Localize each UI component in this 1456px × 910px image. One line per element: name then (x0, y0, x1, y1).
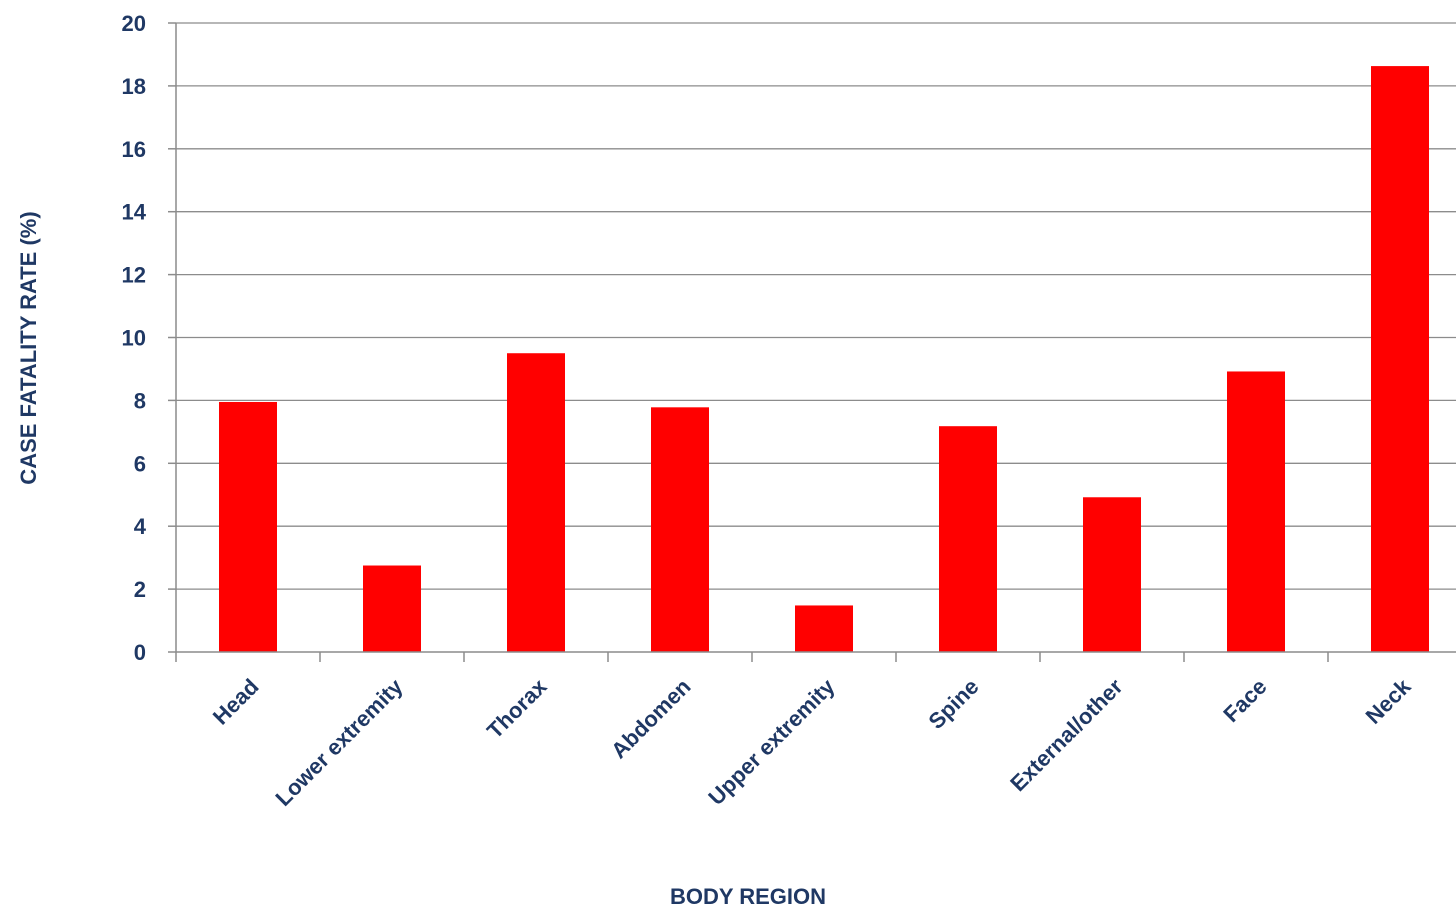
x-tick-label: Face (1218, 674, 1271, 727)
y-tick-label: 14 (122, 200, 147, 225)
x-axis-title: BODY REGION (670, 884, 826, 909)
bar-external-other (1083, 497, 1141, 652)
bar-lower-extremity (363, 565, 421, 652)
x-tick-label: Abdomen (606, 674, 695, 763)
bar-upper-extremity (795, 605, 853, 652)
bar-neck (1371, 66, 1429, 653)
bar-head (219, 401, 277, 652)
y-tick-label: 8 (134, 388, 146, 413)
x-tick-label: Upper extremity (703, 673, 840, 810)
y-tick-label: 10 (122, 326, 146, 351)
gridlines (176, 22, 1456, 590)
bars (219, 66, 1429, 653)
y-tick-label: 2 (134, 577, 146, 602)
x-tick-label: Neck (1361, 673, 1416, 728)
bar-face (1227, 371, 1285, 652)
x-tick-label: External/other (1005, 674, 1128, 797)
y-tick-label: 20 (122, 11, 146, 36)
x-tick-label: Thorax (482, 673, 552, 743)
x-tick-label: Spine (923, 674, 983, 734)
y-tick-label: 4 (134, 514, 147, 539)
y-axis-title: CASE FATALITY RATE (%) (16, 211, 41, 484)
axes (168, 22, 1456, 662)
y-tick-label: 18 (122, 74, 146, 99)
y-tick-label: 16 (122, 137, 146, 162)
y-tick-label: 0 (134, 640, 146, 665)
y-tick-labels: 0 2 4 6 8 10 12 14 16 18 20 (122, 11, 147, 665)
bar-thorax (507, 353, 565, 652)
y-tick-label: 6 (134, 451, 146, 476)
bar-abdomen (651, 407, 709, 652)
bar-spine (939, 426, 997, 652)
x-tick-label: Head (208, 674, 264, 730)
x-tick-labels: Head Lower extremity Thorax Abdomen Upper ex… (208, 673, 1416, 811)
y-tick-label: 12 (122, 263, 146, 288)
x-tick-label: Lower extremity (271, 673, 409, 811)
